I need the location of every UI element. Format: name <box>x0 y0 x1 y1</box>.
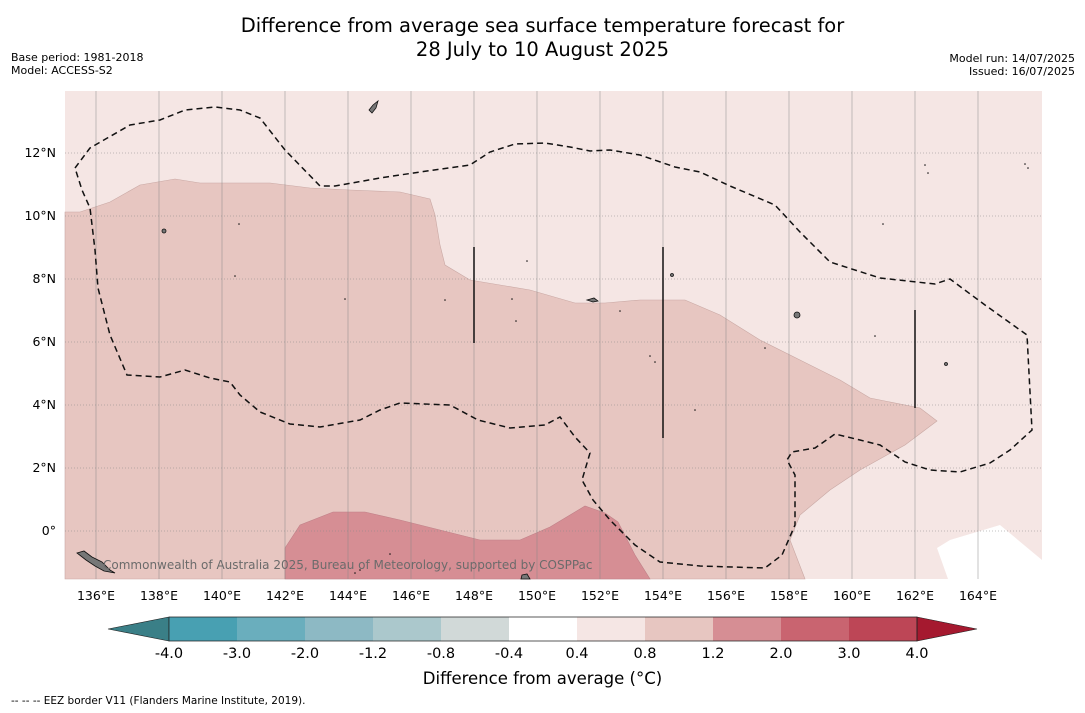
model-name: Model: ACCESS-S2 <box>11 64 113 77</box>
island-dots <box>234 163 1029 574</box>
lon-label: 138°E <box>140 588 178 603</box>
colorbar-tick: 4.0 <box>905 646 928 662</box>
copyright-notice: Commonwealth of Australia 2025, Bureau o… <box>103 558 593 572</box>
lat-label: 2°N <box>32 460 56 475</box>
latitude-gridlines <box>65 152 1042 532</box>
lat-label: 0° <box>42 523 56 538</box>
title-line-2: 28 July to 10 August 2025 <box>415 38 670 61</box>
lon-label: 146°E <box>392 588 430 603</box>
latitude-labels: 12°N 10°N 8°N 6°N 4°N 2°N 0° <box>24 145 56 538</box>
lon-label: 140°E <box>203 588 241 603</box>
colorbar-title: Difference from average (°C) <box>422 669 663 688</box>
colorbar-tick: -0.4 <box>495 646 523 662</box>
colorbar-segment <box>645 617 713 641</box>
colorbar-tick: 0.4 <box>565 646 588 662</box>
colorbar-segment <box>849 617 917 641</box>
lat-label: 4°N <box>32 397 56 412</box>
lon-label: 162°E <box>896 588 934 603</box>
lon-label: 136°E <box>77 588 115 603</box>
meta-right: Model run: 14/07/2025 Issued: 16/07/2025 <box>949 52 1075 78</box>
model-run: Model run: 14/07/2025 <box>949 52 1075 65</box>
lon-label: 142°E <box>266 588 304 603</box>
colorbar-tick: -3.0 <box>223 646 251 662</box>
colorbar-segment <box>577 617 645 641</box>
lon-label: 164°E <box>959 588 997 603</box>
colorbar-tick: -2.0 <box>291 646 319 662</box>
map-title: Difference from average sea surface temp… <box>0 14 1085 62</box>
lon-label: 160°E <box>833 588 871 603</box>
lat-label: 6°N <box>32 334 56 349</box>
colorbar-low-extension <box>107 616 170 642</box>
anomaly-strong-region <box>284 505 651 580</box>
colorbar-tick: 2.0 <box>769 646 792 662</box>
boundary-lines <box>473 247 916 438</box>
lon-label: 150°E <box>518 588 556 603</box>
colorbar-tick: -0.8 <box>427 646 455 662</box>
lon-label: 148°E <box>455 588 493 603</box>
lon-label: 156°E <box>707 588 745 603</box>
colorbar-tick: -4.0 <box>155 646 183 662</box>
colorbar-high-extension <box>916 616 978 642</box>
lon-label: 144°E <box>329 588 367 603</box>
meta-left: Base period: 1981-2018 Model: ACCESS-S2 <box>11 51 143 77</box>
colorbar-tick: 1.2 <box>701 646 724 662</box>
colorbar-segment <box>781 617 849 641</box>
colorbar-segment <box>305 617 373 641</box>
lat-label: 10°N <box>24 208 56 223</box>
lat-label: 12°N <box>24 145 56 160</box>
colorbar-tick: 3.0 <box>837 646 860 662</box>
lat-label: 8°N <box>32 271 56 286</box>
colorbar: -4.0 -3.0 -2.0 -1.2 -0.8 -0.4 0.4 0.8 1.… <box>107 616 978 662</box>
colorbar-segment <box>373 617 441 641</box>
colorbar-outline <box>168 616 918 642</box>
lon-label: 154°E <box>644 588 682 603</box>
base-period: Base period: 1981-2018 <box>11 51 144 64</box>
colorbar-tick: 0.8 <box>633 646 656 662</box>
longitude-labels: 136°E 138°E 140°E 142°E 144°E 146°E 148°… <box>77 588 997 603</box>
anomaly-neutral-region <box>937 525 1042 579</box>
islands <box>76 99 948 580</box>
lon-label: 152°E <box>581 588 619 603</box>
title-line-1: Difference from average sea surface temp… <box>240 14 845 37</box>
colorbar-segment <box>169 617 237 641</box>
issued-date: Issued: 16/07/2025 <box>968 65 1075 78</box>
colorbar-tick: -1.2 <box>359 646 387 662</box>
colorbar-segment <box>237 617 305 641</box>
lon-label: 158°E <box>770 588 808 603</box>
eez-footnote: -- -- -- EEZ border V11 (Flanders Marine… <box>11 695 306 707</box>
eez-borders <box>74 106 1033 569</box>
colorbar-segment <box>441 617 509 641</box>
anomaly-mid-region <box>64 178 938 580</box>
colorbar-segment <box>713 617 781 641</box>
colorbar-segment <box>509 617 577 641</box>
